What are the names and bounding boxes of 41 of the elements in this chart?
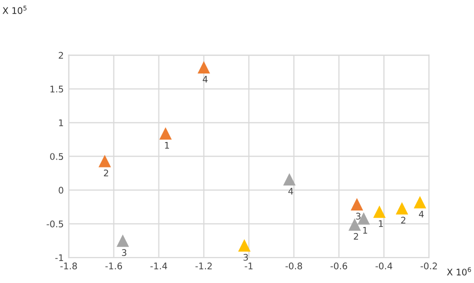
x-tick-label: -1.8	[60, 262, 77, 270]
annotation: 1	[378, 220, 383, 227]
y-tick-label: 1.5	[50, 86, 64, 92]
point	[159, 127, 172, 140]
annotation: 3	[122, 249, 126, 256]
y-tick-label: 1	[59, 119, 64, 126]
x-tick-label: -1.6	[105, 262, 122, 270]
annotation: 4	[202, 76, 208, 83]
annotation: 3	[356, 212, 360, 220]
point	[414, 196, 426, 208]
point	[396, 202, 408, 215]
y-tick-label: 2	[58, 52, 63, 59]
annotation: 2	[104, 170, 108, 176]
y-tick-label: 0.5	[50, 153, 64, 160]
x-tick-label: -0.4	[376, 262, 392, 270]
x-tick-label: -1	[244, 262, 253, 270]
x-tick-label: -1.2	[195, 262, 212, 270]
annotation: 1	[363, 227, 368, 234]
annotation: 2	[354, 232, 358, 240]
point	[348, 218, 361, 231]
y-tick-label: 0	[58, 186, 64, 194]
point	[116, 234, 129, 247]
annotation: 2	[401, 216, 406, 224]
point	[283, 173, 296, 186]
y-tick-label: -1	[55, 254, 64, 261]
text: X 10$^{6}$	[446, 267, 471, 276]
point	[350, 198, 364, 210]
annotation: 4	[418, 210, 424, 218]
point	[238, 239, 251, 252]
y-tick-label: -0.5	[46, 220, 64, 228]
point	[198, 61, 210, 74]
point	[98, 154, 111, 168]
annotation: 1	[165, 142, 169, 149]
x-tick-label: -1.4	[150, 262, 168, 270]
x-tick-label: -0.2	[420, 262, 437, 270]
text: X 10$^{5}$	[2, 6, 26, 14]
annotation: 3	[244, 254, 248, 261]
point	[373, 205, 386, 218]
annotation: 4	[288, 188, 294, 194]
x-tick-label: -0.6	[330, 262, 348, 270]
x-tick-label: -0.8	[286, 262, 302, 270]
